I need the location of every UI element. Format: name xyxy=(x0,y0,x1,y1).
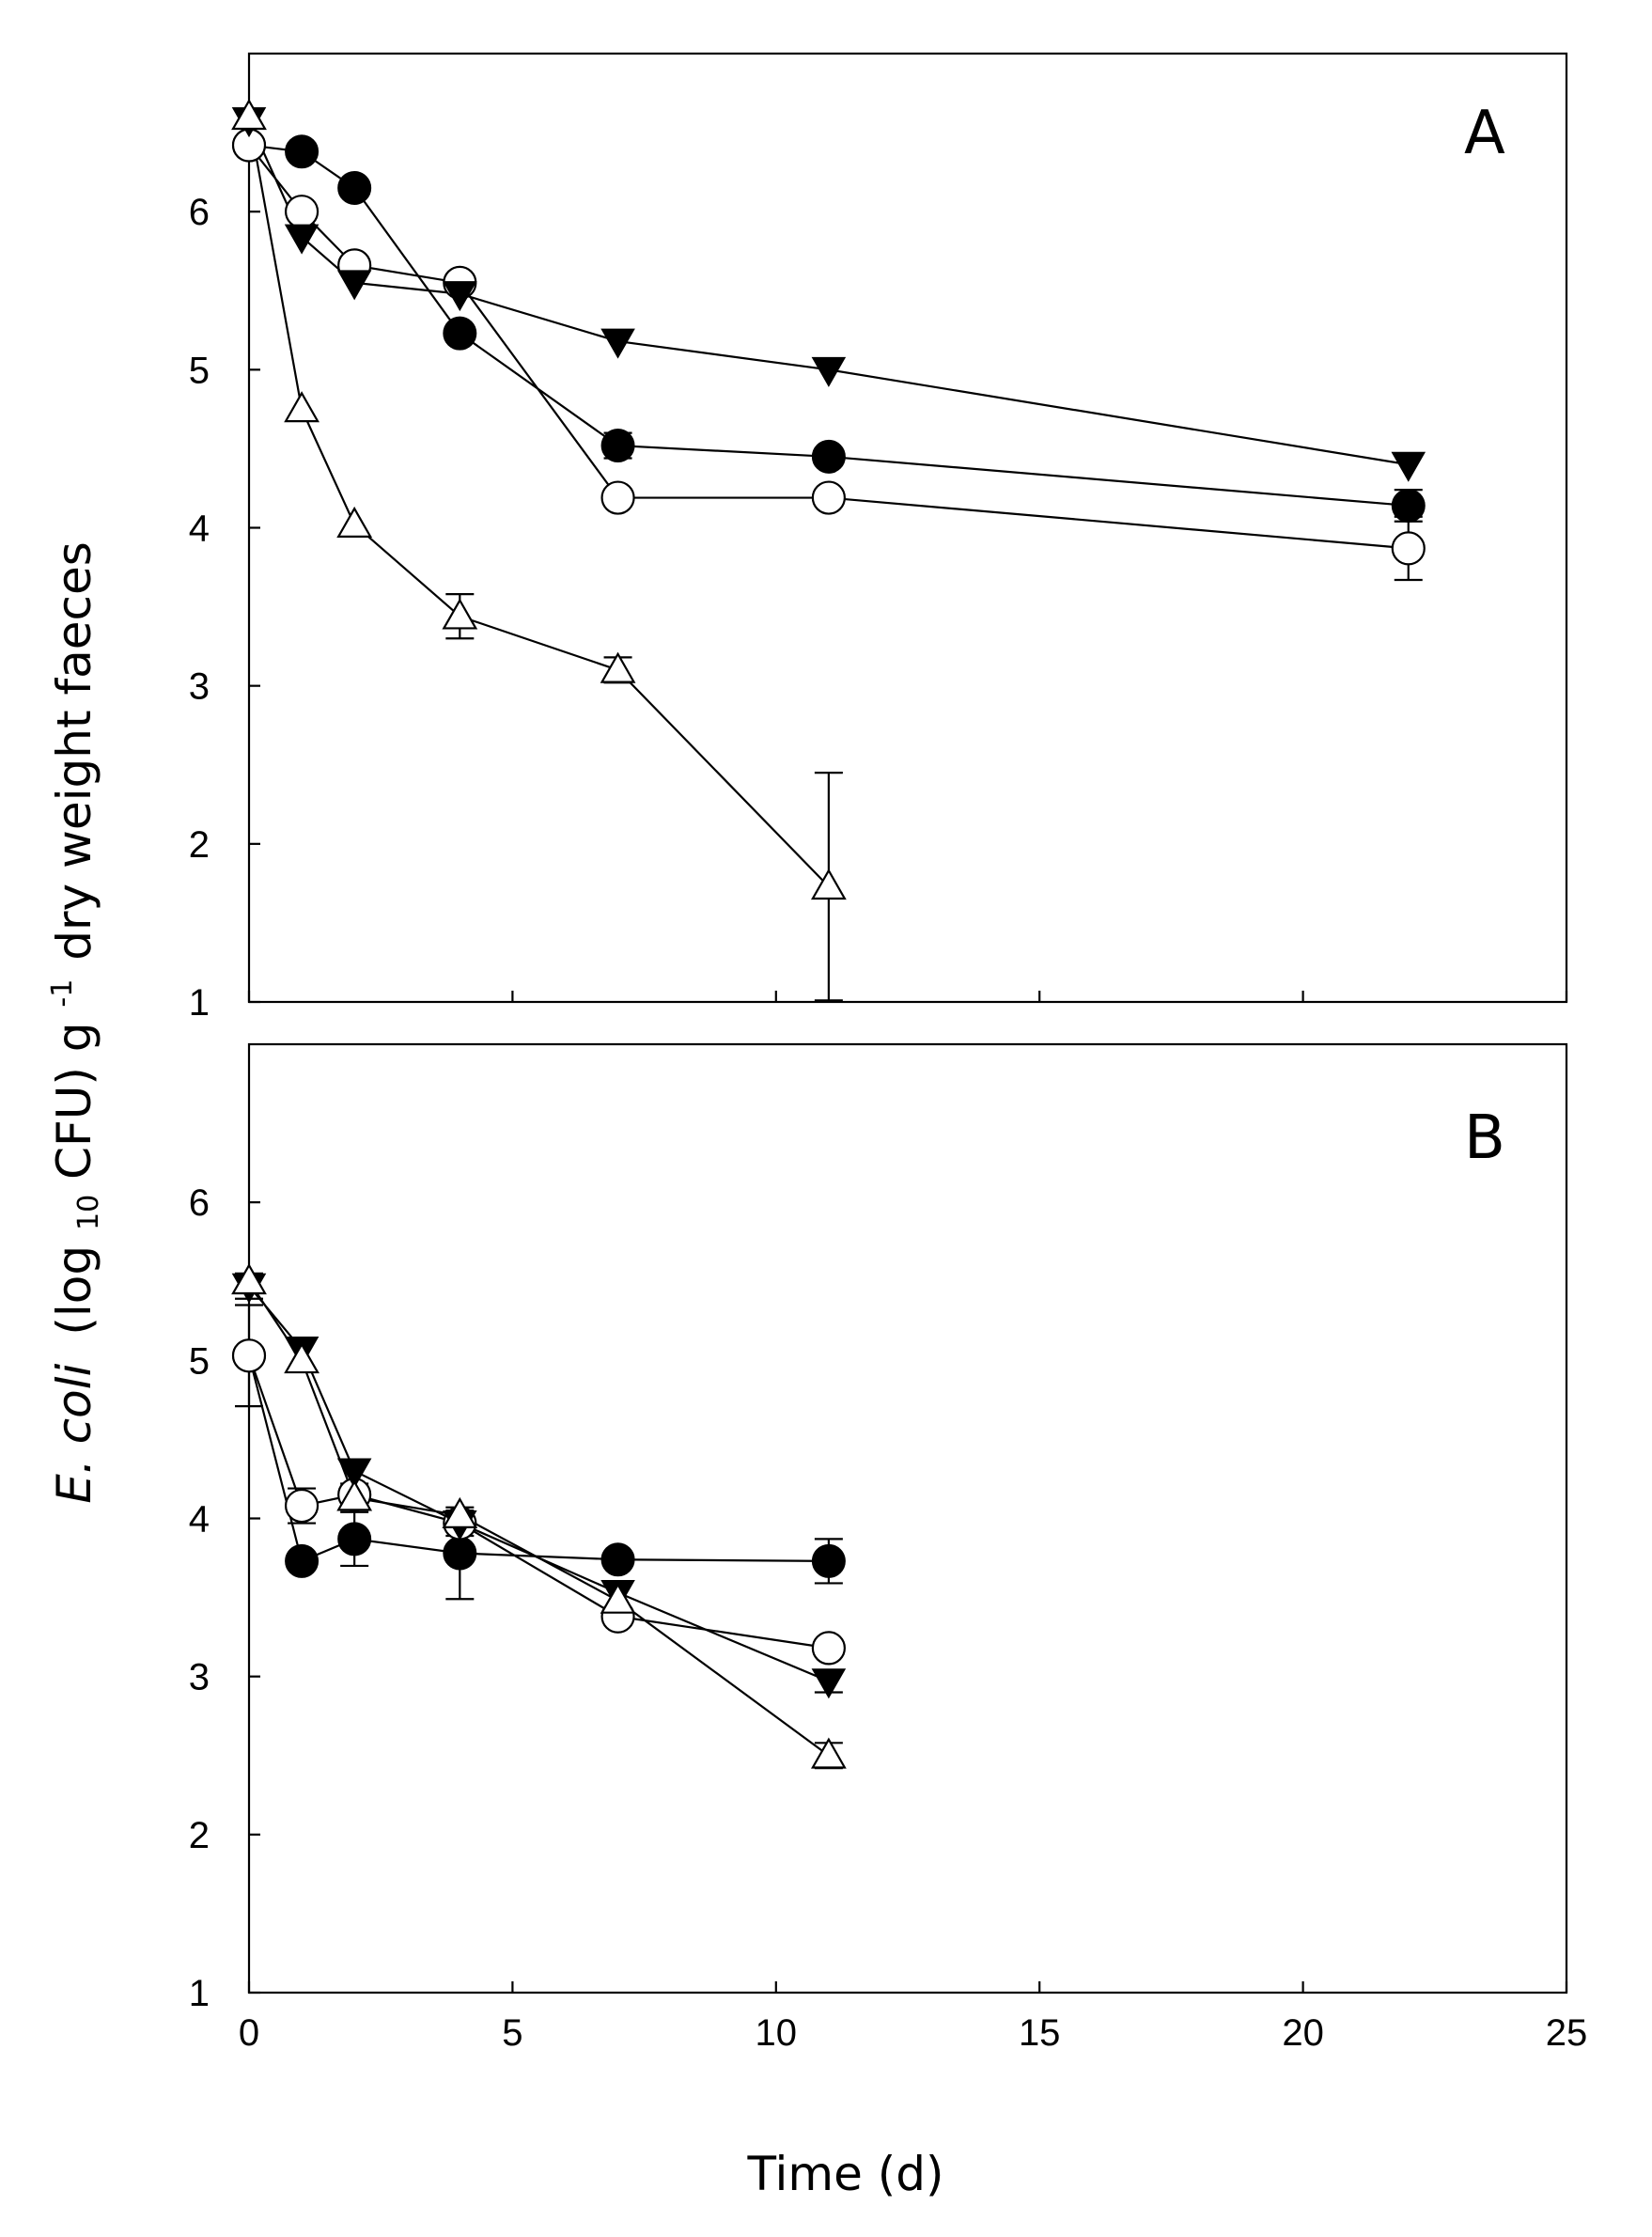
y-axis-title: E. coli (log 10 CFU) g -1 dry weight fae… xyxy=(28,541,109,1504)
panel-a-x-ticks xyxy=(247,991,1568,1002)
panel-b-series xyxy=(231,1263,847,1770)
panel-a-filled-circle-point xyxy=(443,316,477,351)
x-tick-label-20: 20 xyxy=(1282,2012,1324,2054)
panel-b-filled-triangle-down-point xyxy=(336,1458,372,1489)
x-tick-label-10: 10 xyxy=(756,2012,798,2054)
x-axis-title: Time (d) xyxy=(746,2147,943,2201)
panel-a-filled-circle-point xyxy=(600,429,635,463)
panel-a-open-triangle-up-line xyxy=(247,117,830,888)
x-tick-label-25: 25 xyxy=(1546,2012,1588,2054)
panel-a-open-triangle-up-point xyxy=(231,99,267,131)
x-tick-label-0: 0 xyxy=(239,2012,259,2054)
panel-b-open-circle-point xyxy=(811,1631,846,1666)
panel-a-y-tick-label-1: 1 xyxy=(189,982,210,1024)
panel-b-filled-triangle-down-line xyxy=(248,1285,830,1682)
panel-b-filled-circle-line xyxy=(247,1355,829,1563)
panel-b-y-tick-label-2: 2 xyxy=(189,1815,210,1856)
panel-a-letter: A xyxy=(1464,99,1505,168)
panel-b-y-ticks: 1 2 3 4 5 6 xyxy=(189,1182,260,2014)
panel-b-y-tick-label-6: 6 xyxy=(189,1182,210,1224)
panel-a-y-tick-label-3: 3 xyxy=(189,666,210,708)
panel-a-filled-triangle-down-point xyxy=(284,224,319,255)
panel-b-filled-circle-point xyxy=(285,1543,319,1578)
panel-b-filled-circle-point xyxy=(811,1543,846,1578)
y-title-species: E. coli xyxy=(47,1363,101,1503)
panel-b-open-triangle-up-line xyxy=(248,1280,830,1757)
panel-a-open-circle-point xyxy=(600,480,635,515)
panel-b-open-circle-point xyxy=(231,1338,267,1373)
panel-b-y-tick-label-4: 4 xyxy=(189,1499,210,1541)
panel-b-filled-circle-point xyxy=(337,1522,372,1557)
panel-a-open-circle-point xyxy=(811,480,846,515)
panel-b-y-tick-label-5: 5 xyxy=(189,1340,210,1382)
panel-a-y-tick-label-5: 5 xyxy=(189,350,210,391)
panel-b-open-triangle-up-point xyxy=(284,1342,319,1374)
y-title-end: dry weight faeces xyxy=(47,541,101,961)
panel-b-letter: B xyxy=(1464,1103,1505,1173)
panel-a-filled-circle-point xyxy=(337,170,372,205)
panel-b-y-tick-label-3: 3 xyxy=(189,1657,210,1698)
panel-a-filled-circle-point xyxy=(285,134,319,169)
panel-b-open-triangle-up-point xyxy=(442,1496,478,1528)
panel-a-open-triangle-up-point xyxy=(810,868,847,900)
panel-a-filled-circle-point xyxy=(811,439,846,474)
panel-a-open-circle-point xyxy=(1391,531,1426,566)
panel-b-open-circle-line xyxy=(247,1354,830,1650)
panel-a-open-circle-point xyxy=(284,195,319,229)
panel-a-filled-triangle-down-point xyxy=(600,328,635,359)
panel-b: 0 5 10 15 20 25 1 2 3 4 5 6 B xyxy=(189,1042,1587,2054)
panel-a-y-tick-label-2: 2 xyxy=(189,824,210,866)
panel-b-x-ticks: 0 5 10 15 20 25 xyxy=(239,1981,1587,2054)
panel-a-filled-triangle-down-line xyxy=(247,119,1409,466)
panel-a-open-triangle-up-point xyxy=(442,598,478,630)
panel-a-open-triangle-up-point xyxy=(600,651,636,683)
panel-a: 1 2 3 4 5 6 A xyxy=(189,52,1568,1024)
panel-a-y-tick-label-6: 6 xyxy=(189,192,210,233)
panel-a-y-ticks: 1 2 3 4 5 6 xyxy=(189,192,260,1024)
panel-a-filled-circle-point xyxy=(1391,488,1426,523)
panel-a-y-tick-label-4: 4 xyxy=(189,508,210,550)
y-title-open: (log xyxy=(47,1245,101,1336)
panel-a-filled-triangle-down-point xyxy=(336,270,372,301)
panel-a-open-triangle-up-point xyxy=(284,391,319,423)
panel-b-open-triangle-up-point xyxy=(600,1582,636,1614)
panel-a-filled-triangle-down-point xyxy=(811,356,847,387)
panel-b-filled-circle-point xyxy=(600,1542,635,1577)
panel-b-open-circle-point xyxy=(284,1488,319,1524)
panel-b-filled-circle-point xyxy=(443,1536,477,1571)
panel-a-series xyxy=(231,99,1426,1002)
x-tick-label-15: 15 xyxy=(1019,2012,1061,2054)
panel-b-open-triangle-up-point xyxy=(810,1737,847,1769)
panel-b-open-triangle-up-point xyxy=(336,1479,373,1511)
panel-a-frame xyxy=(247,52,1568,1004)
panel-b-open-triangle-up-point xyxy=(231,1263,267,1295)
y-title-sup: -1 xyxy=(46,979,79,1008)
panel-a-open-triangle-up-point xyxy=(336,506,373,538)
y-title-mid: CFU) g xyxy=(47,1022,101,1179)
panel-a-filled-triangle-down-point xyxy=(1391,451,1426,482)
x-tick-label-5: 5 xyxy=(502,2012,522,2054)
panel-a-filled-triangle-down-point xyxy=(443,281,477,312)
panel-b-filled-triangle-down-point xyxy=(811,1668,847,1699)
y-title-sub: 10 xyxy=(72,1195,105,1230)
panel-b-y-tick-label-1: 1 xyxy=(189,1973,210,2014)
